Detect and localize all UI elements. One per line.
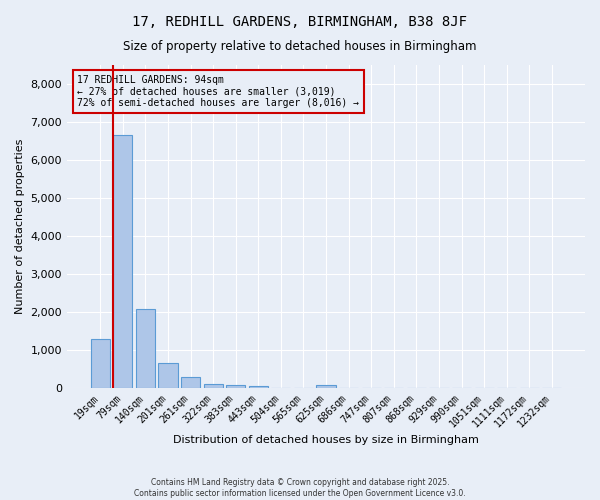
Bar [203,384,223,388]
Text: 17, REDHILL GARDENS, BIRMINGHAM, B38 8JF: 17, REDHILL GARDENS, BIRMINGHAM, B38 8JF [133,15,467,29]
Text: 17 REDHILL GARDENS: 94sqm
← 27% of detached houses are smaller (3,019)
72% of se: 17 REDHILL GARDENS: 94sqm ← 27% of detac… [77,74,359,108]
Bar [181,377,200,388]
Bar [91,339,110,388]
Y-axis label: Number of detached properties: Number of detached properties [15,139,25,314]
X-axis label: Distribution of detached houses by size in Birmingham: Distribution of detached houses by size … [173,435,479,445]
Bar [248,386,268,388]
Bar [136,308,155,388]
Bar [316,386,335,388]
Bar [226,386,245,388]
Text: Size of property relative to detached houses in Birmingham: Size of property relative to detached ho… [123,40,477,53]
Bar [113,136,133,388]
Text: Contains HM Land Registry data © Crown copyright and database right 2025.
Contai: Contains HM Land Registry data © Crown c… [134,478,466,498]
Bar [158,364,178,388]
